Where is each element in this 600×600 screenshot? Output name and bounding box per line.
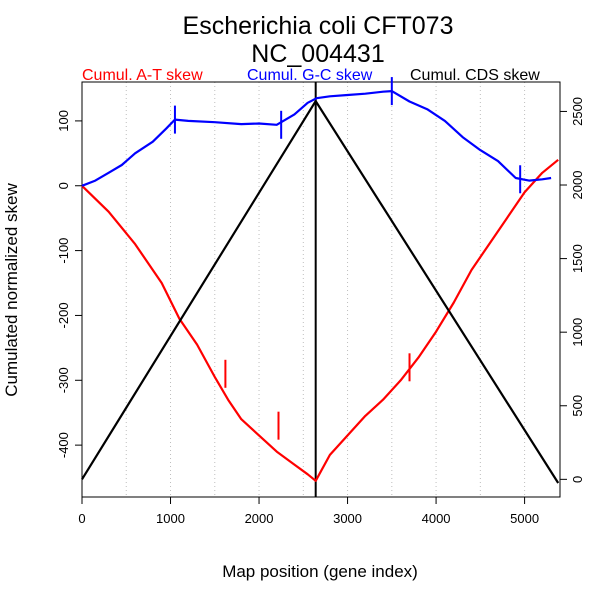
y2-tick-label-3: 1500: [570, 244, 585, 273]
series-line-gc-skew: [81, 89, 552, 187]
y-tick-label-1: -300: [56, 367, 71, 393]
y-tick-label-4: 0: [56, 182, 71, 189]
y2-tick-label-1: 500: [570, 395, 585, 417]
legend-cds-skew: Cumul. CDS skew: [410, 67, 540, 84]
chart-title-line1: Escherichia coli CFT073: [183, 12, 454, 40]
x-tick-label-5: 5000: [510, 511, 539, 526]
y2-tick-label-2: 1000: [570, 318, 585, 347]
y-tick-label-0: -400: [56, 432, 71, 458]
y2-tick-label-5: 2500: [570, 97, 585, 126]
y-tick-label-3: -100: [56, 238, 71, 264]
axes: 0 1000 2000 3000 4000 5000-400-300-200-100010…: [56, 81, 585, 526]
series-line-at-skew: [81, 158, 559, 482]
x-tick-label-2: 2000: [245, 511, 274, 526]
legend-gc-skew: Cumul. G-C skew: [247, 67, 373, 84]
y2-tick-label-4: 2000: [570, 171, 585, 200]
plot-frame: [81, 81, 561, 498]
y-tick-label-2: -200: [56, 302, 71, 328]
chart-title-line2: NC_004431: [251, 40, 384, 68]
x-tick-label-4: 4000: [422, 511, 451, 526]
series: [81, 82, 560, 497]
y-axis-label: Cumulated normalized skew: [2, 183, 21, 397]
markers: [173, 77, 522, 440]
series-line-cds-skew: [81, 99, 560, 484]
x-tick-label-1: 1000: [156, 511, 185, 526]
x-tick-label-0: 0: [78, 511, 85, 526]
y-tick-label-5: 100: [56, 110, 71, 132]
grid: [125, 82, 526, 497]
x-tick-label-3: 3000: [333, 511, 362, 526]
y2-tick-label-0: 0: [570, 476, 585, 483]
x-axis-label: Map position (gene index): [222, 562, 418, 581]
legend-at-skew: Cumul. A-T skew: [82, 67, 203, 84]
